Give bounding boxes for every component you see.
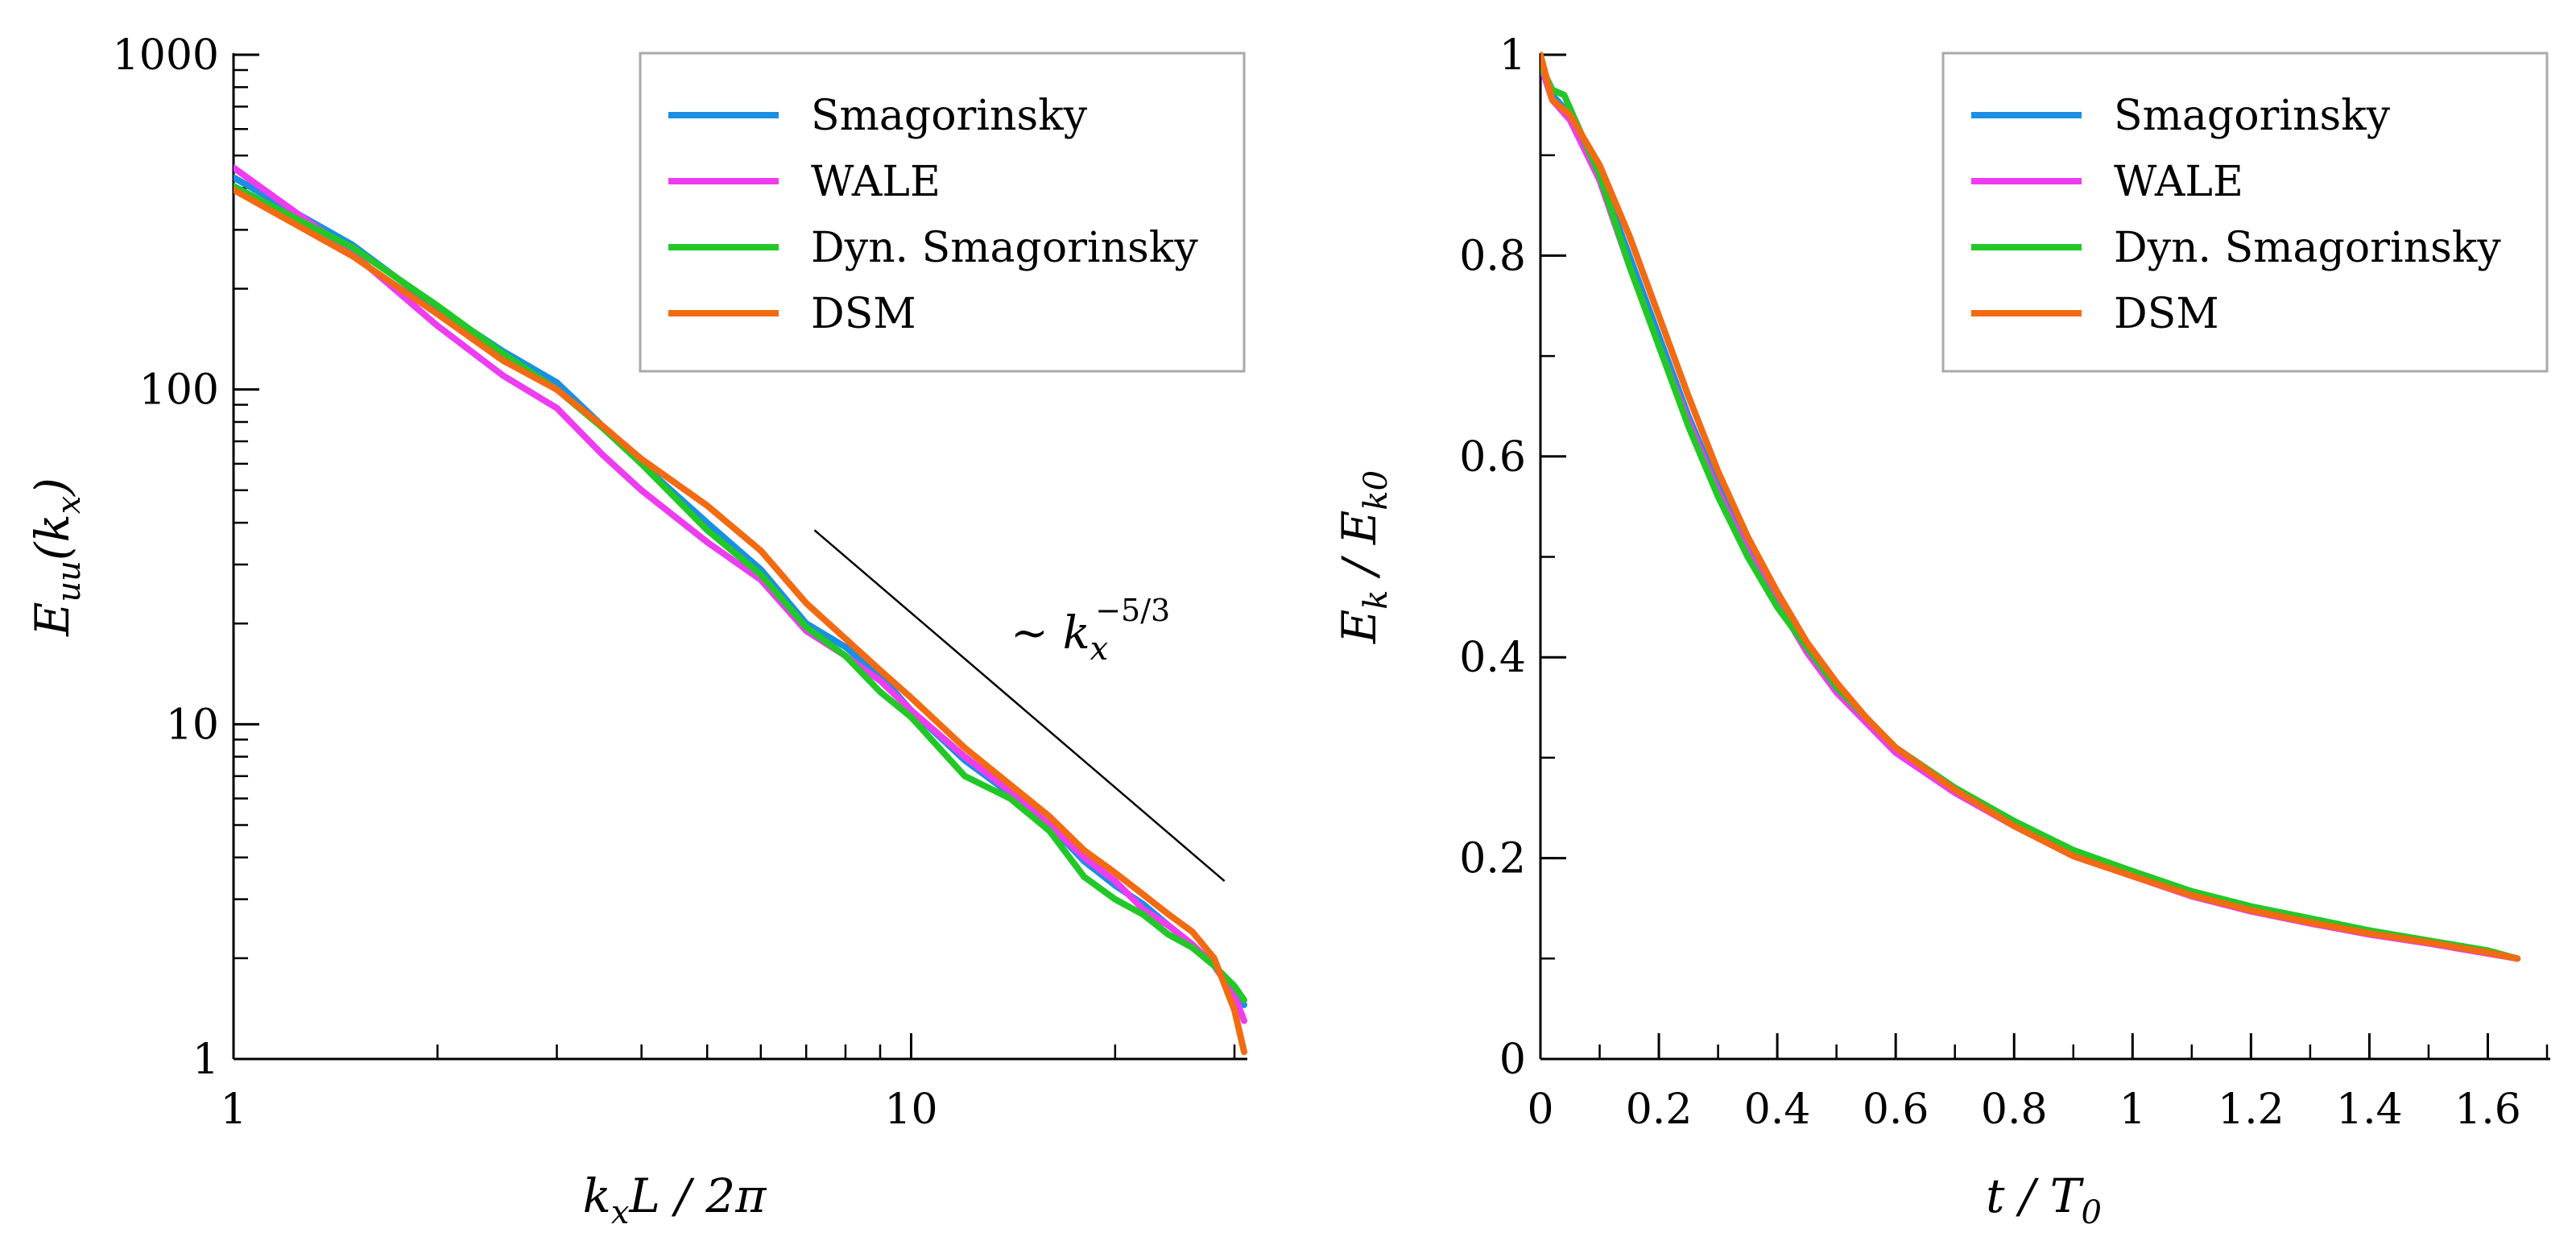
legend-label: WALE [2114, 158, 2243, 206]
x-tick-label: 1.4 [2336, 1086, 2403, 1134]
x-tick-label: 1 [220, 1086, 246, 1134]
y-tick-label: 0 [1499, 1036, 1526, 1084]
x-tick-label: 1 [2119, 1086, 2146, 1134]
legend-label: Dyn. Smagorinsky [811, 224, 1198, 272]
y-tick-label: 0.6 [1459, 433, 1526, 482]
y-tick-label: 1 [192, 1036, 219, 1084]
y-tick-label: 10 [166, 701, 219, 749]
y-tick-label: 1 [1499, 31, 1526, 80]
legend: Smagorinsky WALE Dyn. Smagorinsky DSM [639, 52, 1246, 373]
legend-label: WALE [811, 158, 941, 206]
legend-label: Smagorinsky [811, 92, 1088, 140]
spectrum-chart: 1 10 100 1000 1 10 kxL / 2π Euu(kx) ~ kx−5/3 Smag… [25, 31, 1247, 1231]
y-tick-label: 0.2 [1459, 835, 1526, 883]
legend-box [639, 52, 1246, 373]
x-tick-label: 0.2 [1626, 1086, 1693, 1134]
series-line-wale [234, 164, 1247, 1024]
x-tick-label: 0.4 [1744, 1086, 1811, 1134]
series-group [234, 164, 1247, 1056]
legend-box [1941, 52, 2549, 373]
y-tick-label: 1000 [113, 31, 219, 80]
y-tick-label: 100 [139, 366, 219, 415]
legend: Smagorinsky WALE Dyn. Smagorinsky DSM [1941, 52, 2549, 373]
slope-annotation: ~ kx−5/3 [1011, 593, 1170, 668]
y-tick-label: 0.4 [1459, 634, 1526, 682]
x-tick-label: 10 [884, 1086, 937, 1134]
x-tick-label: 1.2 [2218, 1086, 2284, 1134]
legend-label: Dyn. Smagorinsky [2114, 224, 2501, 272]
slope-reference-line [813, 529, 1226, 883]
legend-label: Smagorinsky [2114, 92, 2391, 140]
x-tick-label: 0.6 [1863, 1086, 1929, 1134]
y-axis-label: Euu(kx) [25, 478, 88, 637]
x-axis-label: kxL / 2π [583, 1168, 767, 1231]
series-line-dsm [234, 186, 1247, 1056]
x-tick-label: 1.6 [2454, 1086, 2521, 1134]
x-tick-label: 0 [1527, 1086, 1553, 1134]
legend-label: DSM [2114, 290, 2219, 338]
legend-label: DSM [811, 290, 916, 338]
y-axis-label: Ek / Ek0 [1332, 470, 1395, 644]
x-tick-label: 0.8 [1981, 1086, 2048, 1134]
kinetic-energy-decay-chart: 0 0.2 0.4 0.6 0.8 1 0 0.2 0.4 0.6 0.8 1 1.2 1.4 1.6 t /… [1332, 31, 2550, 1231]
y-tick-label: 0.8 [1459, 232, 1526, 280]
series-group [1540, 52, 2521, 962]
series-line-dsm [1540, 52, 2521, 962]
x-axis-label: t / T0 [1986, 1168, 2102, 1231]
